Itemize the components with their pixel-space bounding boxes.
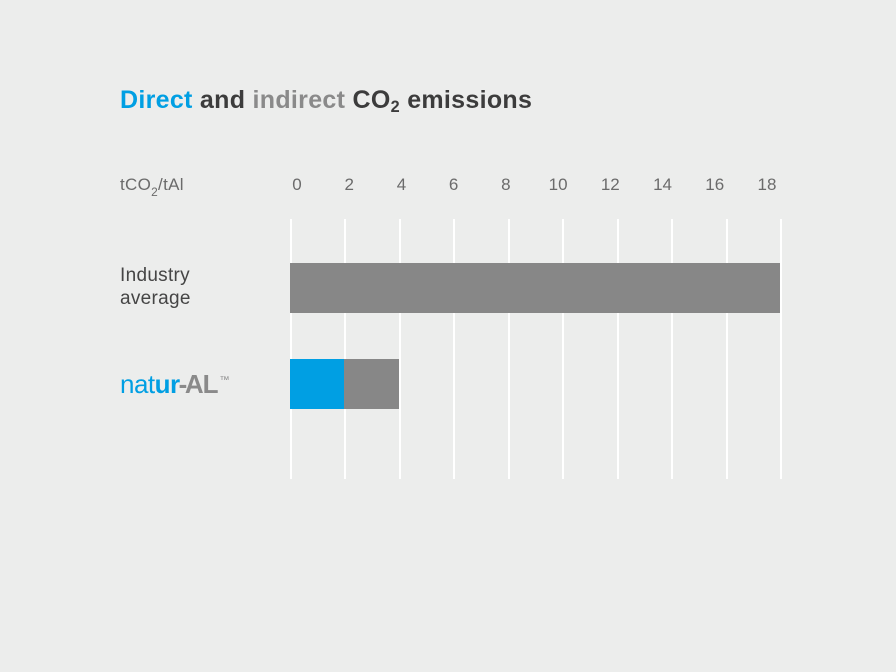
x-tick: 18 (754, 175, 780, 195)
x-tick: 16 (702, 175, 728, 195)
title-word-and: and (200, 86, 245, 114)
x-tick: 2 (336, 175, 362, 195)
chart-title: Direct and indirect CO2 emissions (120, 86, 780, 115)
x-tick: 0 (284, 175, 310, 195)
gridline (617, 219, 619, 479)
x-tick: 4 (388, 175, 414, 195)
gridline (290, 219, 292, 479)
gridline (453, 219, 455, 479)
gridline (562, 219, 564, 479)
natur-al-logo: natur-AL™ (120, 371, 290, 397)
bar-row-industry-average: Industryaverage (290, 263, 780, 313)
gridline (508, 219, 510, 479)
bar-segment-indirect (344, 359, 398, 409)
x-tick: 12 (597, 175, 623, 195)
bar-stack (290, 263, 780, 313)
x-axis: tCO2/tAl 0 2 4 6 8 10 12 14 16 18 (120, 175, 780, 203)
x-tick: 6 (441, 175, 467, 195)
title-word-indirect: indirect (253, 86, 346, 114)
x-axis-label: tCO2/tAl (120, 175, 184, 194)
bar-stack (290, 359, 780, 409)
gridline (780, 219, 782, 479)
x-tick: 8 (493, 175, 519, 195)
bar-label: Industryaverage (120, 265, 290, 311)
bar-segment-indirect (290, 263, 780, 313)
x-axis-ticks: 024681012141618 (290, 175, 780, 195)
gridline (344, 219, 346, 479)
gridline (726, 219, 728, 479)
bar-row-natur-al: natur-AL™ (290, 359, 780, 409)
title-word-co2: CO2 (352, 86, 399, 114)
x-tick: 14 (650, 175, 676, 195)
title-word-emissions: emissions (407, 86, 532, 114)
emissions-chart: Direct and indirect CO2 emissions tCO2/t… (120, 86, 780, 479)
plot-area: Industryaverage natur-AL™ (290, 219, 780, 479)
x-tick: 10 (545, 175, 571, 195)
title-word-direct: Direct (120, 86, 193, 114)
bar-segment-direct (290, 359, 344, 409)
gridline (671, 219, 673, 479)
gridline (399, 219, 401, 479)
